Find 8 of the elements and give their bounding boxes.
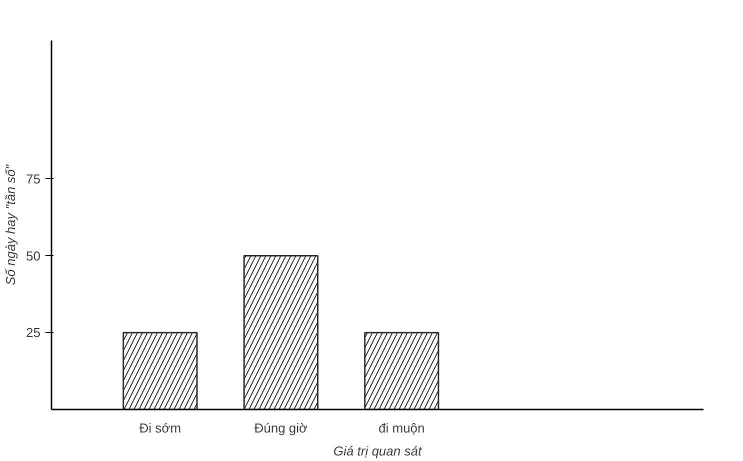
y-tick-label: 25	[26, 325, 41, 340]
y-axis-title: Số ngày hay "tần số"	[3, 163, 18, 286]
x-tick-label: Đi sớm	[139, 420, 182, 436]
x-tick-label: đi muộn	[378, 420, 425, 436]
x-axis-title: Giá trị quan sát	[333, 444, 423, 458]
x-tick-label: Đúng giờ	[254, 420, 308, 436]
y-tick-label: 50	[26, 248, 41, 264]
y-tick-label: 75	[26, 171, 41, 186]
